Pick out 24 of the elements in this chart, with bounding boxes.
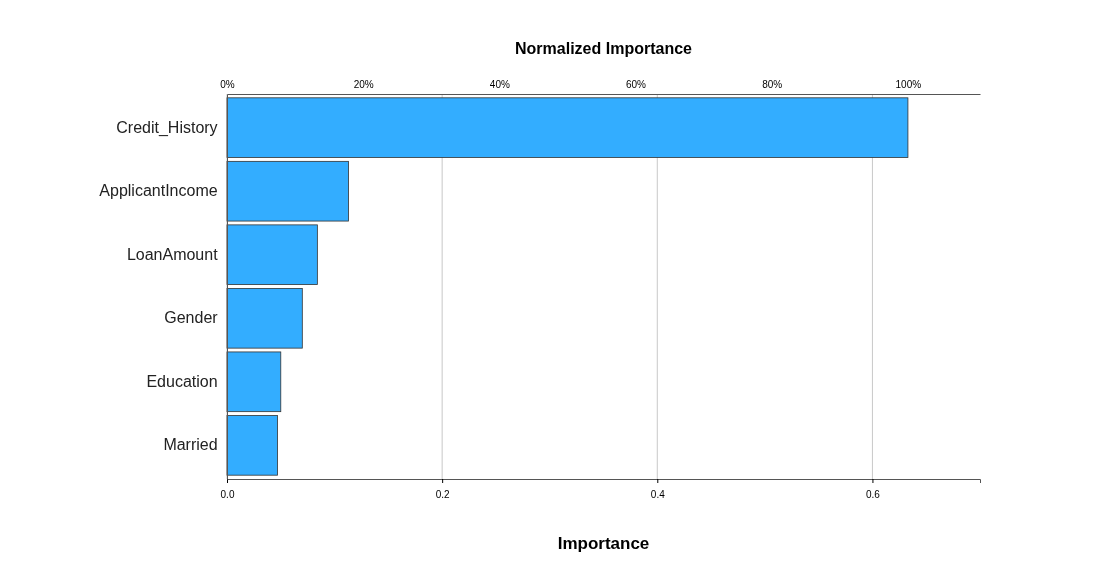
y-tick-label: Credit_History	[116, 118, 218, 137]
x-tick-label: 0.6	[865, 489, 881, 500]
y-tick-label: Gender	[164, 309, 219, 327]
x-tick-label: 0.0	[220, 489, 235, 500]
x2-axis-title: Normalized Importance	[515, 40, 693, 57]
x-tick-label: 0.4	[650, 489, 666, 500]
bar	[226, 351, 282, 413]
x2-tick-label: 0%	[220, 79, 235, 90]
x-axis-title: Importance	[557, 534, 650, 553]
y-tick-label: Education	[146, 372, 218, 390]
x2-tick-label: 100%	[895, 79, 922, 90]
y-tick-label: ApplicantIncome	[99, 182, 218, 200]
bar	[226, 224, 318, 285]
bar	[226, 160, 349, 222]
bar	[226, 415, 278, 476]
x2-tick-label: 80%	[762, 79, 783, 90]
x2-tick-label: 40%	[489, 79, 510, 90]
x-tick-label: 0.2	[435, 489, 451, 500]
y-tick-label: LoanAmount	[126, 245, 219, 263]
x2-tick-label: 60%	[625, 79, 647, 90]
bar	[226, 288, 303, 349]
bar	[226, 97, 909, 158]
x2-tick-label: 20%	[353, 79, 374, 90]
y-tick-label: Married	[163, 436, 218, 454]
